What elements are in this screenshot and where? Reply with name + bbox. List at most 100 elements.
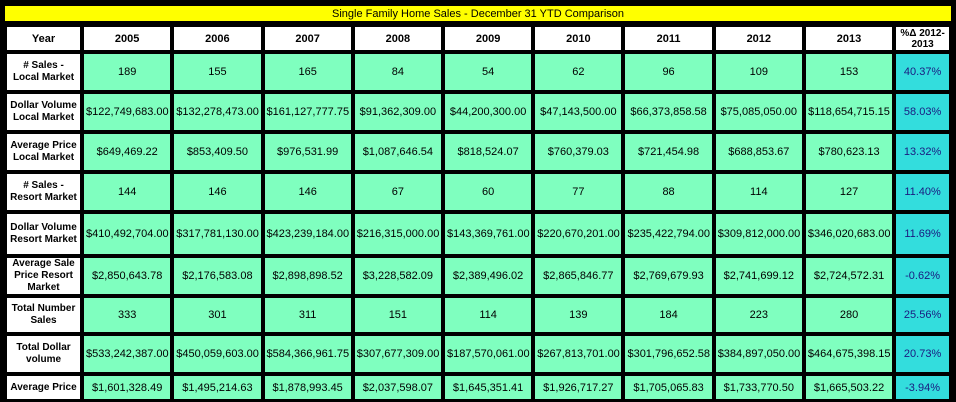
year-header-cell: 2012 (714, 26, 803, 51)
table-cell: 114 (443, 297, 533, 333)
table-cell: $75,085,050.00 (714, 93, 803, 131)
table-cell: $220,670,201.00 (534, 213, 623, 255)
table-cell: $1,495,214.63 (173, 375, 262, 400)
year-header-cell: 2013 (804, 26, 894, 51)
table-cell: 151 (353, 297, 442, 333)
table-cell: 311 (263, 297, 352, 333)
table-cell: $760,379.03 (534, 133, 623, 171)
pct-change-cell: 11.40% (895, 173, 950, 211)
table-cell: $1,878,993.45 (263, 375, 352, 400)
pct-change-header: %Δ 2012-2013 (895, 26, 950, 51)
table-cell: $1,645,351.41 (443, 375, 533, 400)
row-label: # Sales - Local Market (6, 53, 82, 91)
comparison-frame: Single Family Home Sales - December 31 Y… (4, 5, 952, 402)
table-cell: $1,705,065.83 (624, 375, 713, 400)
year-header-cell: 2006 (173, 26, 262, 51)
table-cell: $410,492,704.00 (83, 213, 172, 255)
pct-change-cell: 40.37% (895, 53, 950, 91)
table-row: Average Price Local Market $649,469.22 $85… (6, 133, 950, 171)
table-cell: $317,781,130.00 (173, 213, 262, 255)
table-row: # Sales - Local Market 189 155 165 84 54 62 96 1… (6, 53, 950, 91)
table-cell: $818,524.07 (443, 133, 533, 171)
table-cell: $309,812,000.00 (714, 213, 803, 255)
header-row: Year 2005 2006 2007 2008 2009 2010 2011 2012 201… (6, 26, 950, 51)
table-cell: 62 (534, 53, 623, 91)
table-cell: 77 (534, 173, 623, 211)
row-label: Total Number Sales (6, 297, 82, 333)
table-cell: $2,741,699.12 (714, 257, 803, 295)
table-cell: $2,769,679.93 (624, 257, 713, 295)
table-cell: 165 (263, 53, 352, 91)
pct-change-cell: 20.73% (895, 335, 950, 373)
table-cell: $688,853.67 (714, 133, 803, 171)
table-cell: $47,143,500.00 (534, 93, 623, 131)
table-row: Average Price $1,601,328.49 $1,495,214.63 $… (6, 375, 950, 400)
table-cell: $301,796,652.58 (624, 335, 713, 373)
table-cell: 54 (443, 53, 533, 91)
row-label: Dollar Volume Local Market (6, 93, 82, 131)
table-cell: $1,087,646.54 (353, 133, 442, 171)
table-cell: $2,850,643.78 (83, 257, 172, 295)
pct-change-cell: 13.32% (895, 133, 950, 171)
table-cell: $464,675,398.15 (804, 335, 894, 373)
table-cell: $2,389,496.02 (443, 257, 533, 295)
table-cell: $91,362,309.00 (353, 93, 442, 131)
table-cell: $649,469.22 (83, 133, 172, 171)
row-label: Average Price Local Market (6, 133, 82, 171)
year-header-cell: 2010 (534, 26, 623, 51)
year-header: Year (6, 26, 82, 51)
table-cell: $66,373,858.58 (624, 93, 713, 131)
table-cell: 333 (83, 297, 172, 333)
table-cell: $976,531.99 (263, 133, 352, 171)
table-cell: 139 (534, 297, 623, 333)
table-cell: $44,200,300.00 (443, 93, 533, 131)
table-cell: $3,228,582.09 (353, 257, 442, 295)
table-cell: 114 (714, 173, 803, 211)
table-cell: $2,037,598.07 (353, 375, 442, 400)
table-cell: 127 (804, 173, 894, 211)
home-sales-table: Year 2005 2006 2007 2008 2009 2010 2011 2012 201… (4, 24, 952, 402)
table-cell: $187,570,061.00 (443, 335, 533, 373)
table-cell: 67 (353, 173, 442, 211)
table-cell: $118,654,715.15 (804, 93, 894, 131)
table-cell: $235,422,794.00 (624, 213, 713, 255)
table-cell: $307,677,309.00 (353, 335, 442, 373)
table-cell: $216,315,000.00 (353, 213, 442, 255)
table-cell: $2,176,583.08 (173, 257, 262, 295)
table-cell: 184 (624, 297, 713, 333)
row-label: Average Price (6, 375, 82, 400)
table-title: Single Family Home Sales - December 31 Y… (4, 5, 952, 22)
table-row: Average Sale Price Resort Market $2,850,6… (6, 257, 950, 295)
table-cell: $2,898,898.52 (263, 257, 352, 295)
table-cell: 144 (83, 173, 172, 211)
table-cell: $267,813,701.00 (534, 335, 623, 373)
table-cell: $132,278,473.00 (173, 93, 262, 131)
table-cell: $450,059,603.00 (173, 335, 262, 373)
table-cell: $584,366,961.75 (263, 335, 352, 373)
year-header-cell: 2011 (624, 26, 713, 51)
table-cell: $122,749,683.00 (83, 93, 172, 131)
year-header-cell: 2009 (443, 26, 533, 51)
table-cell: 153 (804, 53, 894, 91)
table-row: Total Dollar volume $533,242,387.00 $450,0… (6, 335, 950, 373)
table-cell: $346,020,683.00 (804, 213, 894, 255)
table-cell: $780,623.13 (804, 133, 894, 171)
table-cell: 109 (714, 53, 803, 91)
table-cell: $1,601,328.49 (83, 375, 172, 400)
table-row: # Sales - Resort Market 144 146 146 67 60 77 88… (6, 173, 950, 211)
pct-change-cell: 25.56% (895, 297, 950, 333)
table-cell: $533,242,387.00 (83, 335, 172, 373)
table-cell: 155 (173, 53, 262, 91)
table-cell: 146 (173, 173, 262, 211)
table-row: Dollar Volume Resort Market $410,492,704.… (6, 213, 950, 255)
table-cell: 84 (353, 53, 442, 91)
table-body: # Sales - Local Market 189 155 165 84 54 62 96 1… (6, 53, 950, 400)
table-cell: 223 (714, 297, 803, 333)
pct-change-cell: 58.03% (895, 93, 950, 131)
table-cell: $721,454.98 (624, 133, 713, 171)
table-cell: 146 (263, 173, 352, 211)
pct-change-cell: 11.69% (895, 213, 950, 255)
table-cell: $143,369,761.00 (443, 213, 533, 255)
table-cell: 189 (83, 53, 172, 91)
table-cell: $1,926,717.27 (534, 375, 623, 400)
